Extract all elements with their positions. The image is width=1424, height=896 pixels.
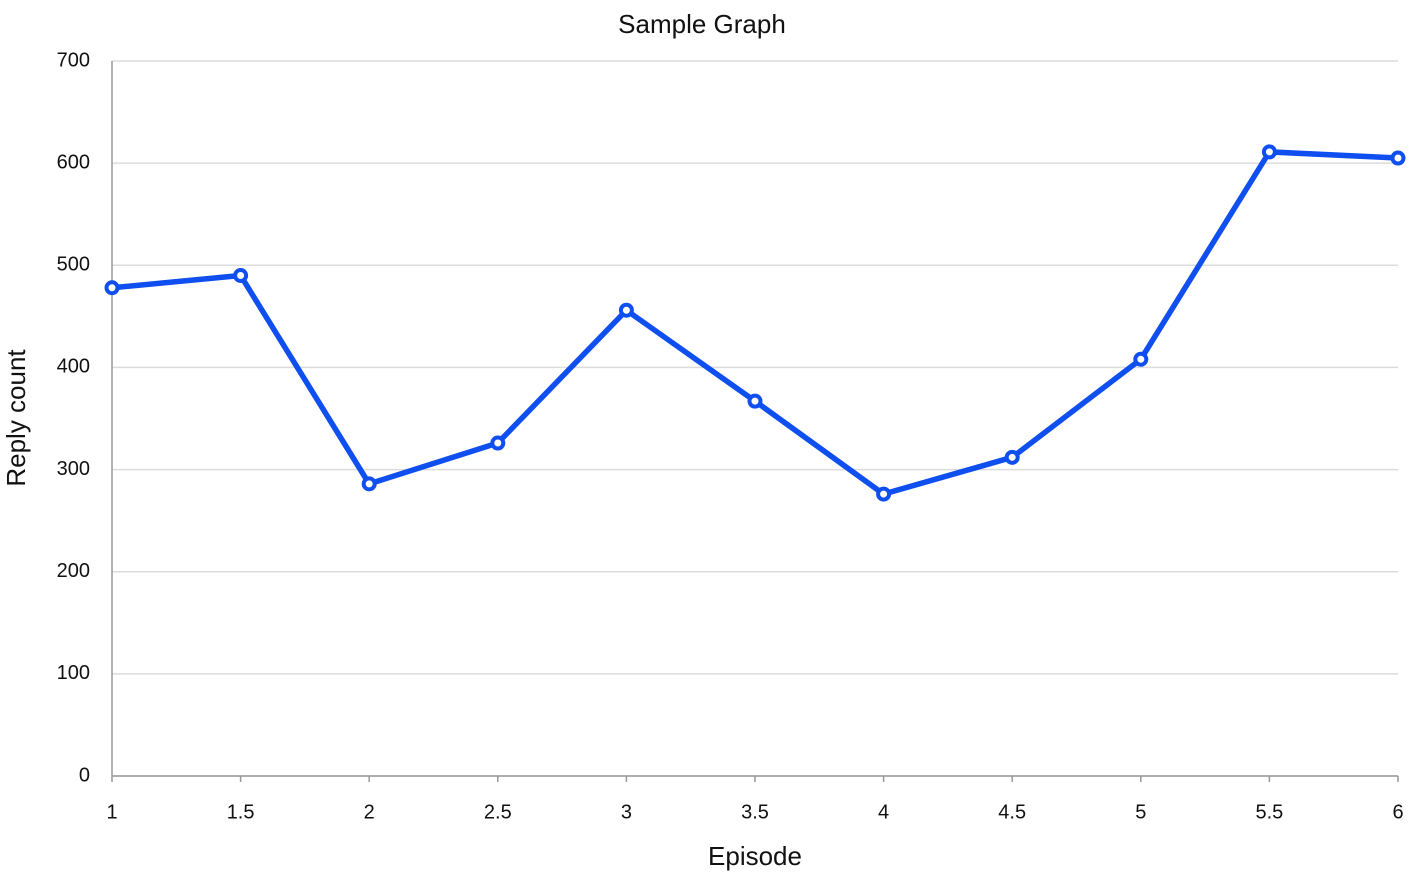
y-tick-label: 400	[57, 356, 90, 378]
y-tick-label: 100	[57, 662, 90, 684]
chart-title: Sample Graph	[618, 9, 786, 39]
point	[1133, 351, 1149, 367]
x-tick-label: 1	[106, 801, 117, 823]
x-tick-label: 6	[1392, 801, 1403, 823]
point	[1261, 144, 1277, 160]
y-tick-label: 700	[57, 49, 90, 71]
x-tick-label: 3.5	[741, 801, 769, 823]
x-tick-label: 5.5	[1255, 801, 1283, 823]
point	[1004, 449, 1020, 465]
y-tick-label: 200	[57, 560, 90, 582]
x-tick-label: 1.5	[227, 801, 255, 823]
point	[490, 435, 506, 451]
y-tick-label: 500	[57, 254, 90, 276]
x-tick-label: 2	[364, 801, 375, 823]
x-tick-label: 4	[878, 801, 889, 823]
point	[1390, 150, 1406, 166]
line	[111, 149, 1399, 497]
y-tick-label: 0	[79, 764, 90, 786]
point	[747, 393, 763, 409]
point	[361, 476, 377, 492]
y-tick-label: 300	[57, 458, 90, 480]
x-axis-label: Episode	[708, 841, 802, 871]
point	[876, 486, 892, 502]
x-tick-label: 5	[1135, 801, 1146, 823]
point	[618, 302, 634, 318]
y-axis-label: Reply count	[1, 349, 31, 487]
x-tick-label: 4.5	[998, 801, 1026, 823]
y-tick-label: 600	[57, 151, 90, 173]
x-tick-label: 2.5	[484, 801, 512, 823]
point	[104, 280, 120, 296]
point	[233, 268, 249, 283]
x-tick-label: 3	[621, 801, 632, 823]
